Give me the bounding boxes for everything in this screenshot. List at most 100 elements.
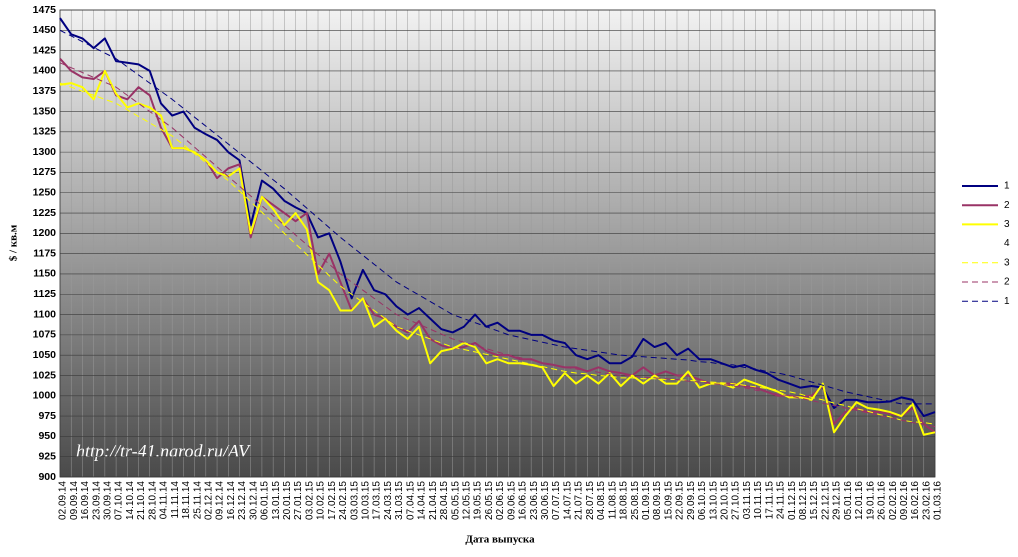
series-line: [59, 69, 936, 436]
x-tick-label: 30.06.15: [540, 481, 551, 520]
y-axis-label: $ / кв.м: [8, 224, 20, 261]
x-tick-label: 12.01.16: [854, 481, 865, 520]
x-tick-label: 19.05.15: [473, 481, 484, 520]
x-tick-label: 11.08.15: [607, 481, 618, 520]
x-tick-label: 02.09.14: [58, 481, 69, 520]
x-tick-label: 05.05.15: [450, 481, 461, 520]
trend-line: [59, 29, 935, 405]
x-tick-label: 10.03.15: [361, 481, 372, 520]
y-tick-label: 950: [38, 430, 56, 442]
y-tick-label: 1150: [33, 268, 56, 280]
x-tick-label: 24.03.15: [383, 481, 394, 520]
x-tick-label: 09.12.14: [215, 481, 226, 520]
x-tick-label: 24.02.15: [338, 481, 349, 520]
x-tick-label: 15.12.15: [809, 481, 820, 520]
x-tick-label: 05.01.16: [843, 481, 854, 520]
x-tick-label: 29.12.15: [832, 481, 843, 520]
x-tick-label: 16.02.16: [910, 481, 921, 520]
legend-label: 2: [1004, 277, 1010, 288]
x-tick-label: 13.10.15: [708, 481, 719, 520]
x-tick-label: 14.10.14: [125, 481, 136, 520]
watermark: http://tr-41.narod.ru/AV: [76, 441, 251, 461]
y-tick-label: 975: [38, 410, 56, 422]
y-tick-label: 1275: [33, 166, 57, 178]
x-tick-label: 13.01.15: [271, 481, 282, 520]
x-tick-label: 31.03.15: [394, 481, 405, 520]
x-tick-label: 10.11.15: [753, 481, 764, 520]
y-tick-label: 1425: [33, 44, 57, 56]
x-tick-label: 20.10.15: [719, 481, 730, 520]
y-tick-label: 1100: [33, 308, 56, 320]
x-tick-label: 12.05.15: [461, 481, 472, 520]
y-tick-label: 1350: [33, 105, 57, 117]
x-tick-label: 19.01.16: [865, 481, 876, 520]
x-tick-label: 26.05.15: [484, 481, 495, 520]
x-tick-label: 18.11.14: [181, 481, 192, 520]
x-tick-label: 04.11.14: [159, 481, 170, 520]
x-tick-label: 23.09.14: [91, 481, 102, 520]
x-tick-label: 07.10.14: [114, 481, 125, 520]
x-tick-label: 14.07.15: [562, 481, 573, 520]
x-tick-label: 07.04.15: [405, 481, 416, 520]
y-tick-label: 1025: [33, 369, 57, 381]
x-tick-label: 21.04.15: [428, 481, 439, 520]
y-tick-label: 1225: [33, 207, 57, 219]
y-tick-label: 1375: [33, 85, 57, 97]
y-tick-label: 1125: [33, 288, 56, 300]
x-tick-label: 10.02.15: [316, 481, 327, 520]
x-tick-label: 22.12.15: [820, 481, 831, 520]
plot-border: [59, 9, 936, 478]
x-tick-label: 28.04.15: [439, 481, 450, 520]
x-tick-label: 06.10.15: [697, 481, 708, 520]
series-line: [59, 17, 936, 418]
x-tick-label: 09.06.15: [506, 481, 517, 520]
x-tick-label: 04.08.15: [596, 481, 607, 520]
y-tick-label: 900: [38, 471, 56, 483]
x-tick-label: 30.09.14: [103, 481, 114, 520]
x-tick-label: 30.12.14: [248, 481, 259, 520]
y-tick-label: 1050: [33, 349, 57, 361]
x-tick-label: 14.04.15: [417, 481, 428, 520]
x-tick-label: 18.08.15: [619, 481, 630, 520]
y-tick-label: 1475: [33, 4, 57, 16]
x-tick-label: 24.11.15: [776, 481, 787, 520]
x-tick-label: 21.07.15: [574, 481, 585, 520]
x-tick-label: 06.01.15: [260, 481, 271, 520]
x-tick-label: 02.06.15: [495, 481, 506, 520]
x-tick-label: 23.02.16: [921, 481, 932, 520]
y-tick-label: 1175: [33, 247, 56, 259]
x-tick-label: 28.07.15: [585, 481, 596, 520]
legend-label: 1: [1004, 181, 1010, 192]
legend-label: 4: [1004, 238, 1010, 249]
x-tick-label: 11.11.14: [170, 481, 181, 519]
x-tick-label: 01.09.15: [641, 481, 652, 520]
x-tick-label: 22.09.15: [675, 481, 686, 520]
y-tick-label: 1200: [33, 227, 57, 239]
x-tick-label: 26.01.16: [877, 481, 888, 520]
x-tick-label: 02.02.16: [888, 481, 899, 520]
x-tick-label: 03.03.15: [349, 481, 360, 520]
x-tick-label: 27.01.15: [293, 481, 304, 520]
x-tick-label: 17.03.15: [372, 481, 383, 520]
x-tick-label: 17.02.15: [327, 481, 338, 520]
y-tick-label: 1000: [33, 390, 57, 402]
x-tick-label: 08.09.15: [652, 481, 663, 520]
x-axis-label: Дата выпуска: [465, 534, 535, 546]
y-tick-label: 925: [38, 450, 56, 462]
x-tick-label: 09.02.16: [899, 481, 910, 520]
y-tick-label: 1450: [33, 24, 57, 36]
trend-line: [59, 62, 936, 428]
x-tick-label: 03.02.15: [304, 481, 315, 520]
x-tick-label: 23.06.15: [529, 481, 540, 520]
x-tick-label: 01.03.16: [933, 481, 944, 520]
x-tick-label: 25.11.14: [192, 481, 203, 520]
x-tick-label: 27.10.15: [731, 481, 742, 520]
x-tick-label: 29.09.15: [686, 481, 697, 520]
legend-label: 3: [1004, 257, 1010, 268]
trend-line: [59, 82, 936, 425]
y-tick-label: 1075: [33, 329, 57, 341]
x-tick-label: 02.12.14: [203, 481, 214, 520]
x-tick-label: 16.09.14: [80, 481, 91, 520]
y-tick-label: 1300: [33, 146, 57, 158]
